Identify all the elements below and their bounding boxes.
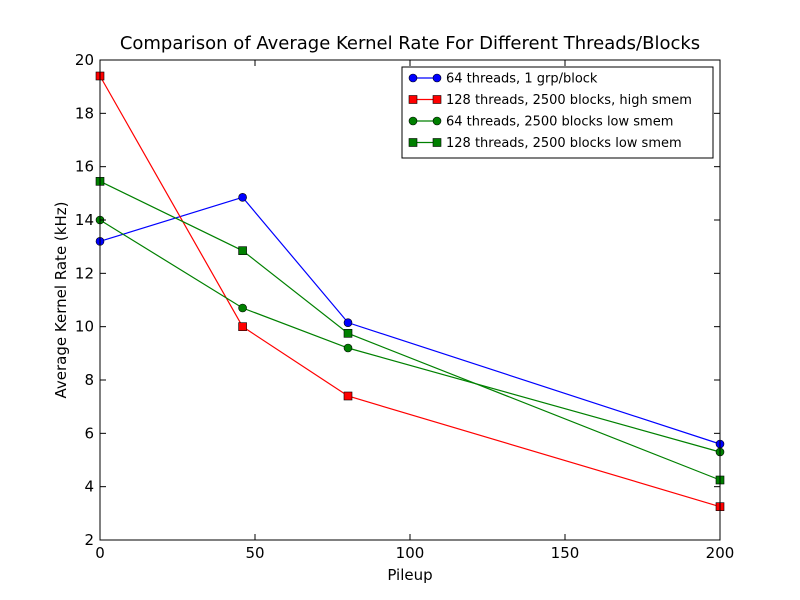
legend-entry: 128 threads, 2500 blocks, high smem <box>408 93 692 108</box>
series-1 <box>95 193 725 449</box>
x-tick-label: 150 <box>551 544 580 562</box>
data-point <box>238 322 247 331</box>
legend-entry: 64 threads, 1 grp/block <box>408 72 598 87</box>
x-tick-label: 200 <box>706 544 735 562</box>
y-tick-label: 16 <box>75 158 94 176</box>
data-point <box>343 343 353 353</box>
series-line <box>99 180 721 481</box>
data-point <box>238 193 247 202</box>
data-point <box>343 329 353 338</box>
data-point <box>238 246 247 255</box>
y-tick-label: 10 <box>75 318 94 336</box>
series-line <box>99 219 721 453</box>
y-tick-label: 18 <box>75 104 94 122</box>
data-point <box>238 303 247 313</box>
chart-title: Comparison of Average Kernel Rate For Di… <box>120 33 700 54</box>
y-tick-label: 14 <box>75 211 94 229</box>
legend-marker <box>432 95 442 104</box>
legend-box <box>401 66 714 159</box>
y-tick-label: 4 <box>84 478 94 496</box>
series-4 <box>95 177 725 485</box>
legend-label: 64 threads, 1 grp/block <box>446 72 598 87</box>
legend-label: 128 threads, 2500 blocks low smem <box>446 136 682 151</box>
data-point <box>343 318 353 327</box>
series-line <box>99 75 721 508</box>
legend-entry: 64 threads, 2500 blocks low smem <box>408 115 673 130</box>
legend: 64 threads, 1 grp/block 128 threads, 2500… <box>401 66 714 159</box>
x-axis-label: Pileup <box>387 566 432 584</box>
y-axis-label: Average Kernel Rate (kHz) <box>52 202 70 399</box>
legend-marker <box>408 73 418 83</box>
x-tick-label: 100 <box>396 544 425 562</box>
legend-marker <box>432 73 442 83</box>
x-tick-label: 50 <box>245 544 264 562</box>
legend-marker <box>408 95 418 104</box>
legend-marker <box>408 116 418 126</box>
axis-ticks: 0 50 100 150 200 2 4 6 8 10 12 14 16 18 20 <box>75 51 734 562</box>
series-line <box>99 196 721 445</box>
y-tick-label: 20 <box>75 51 94 69</box>
y-tick-label: 12 <box>75 264 94 282</box>
x-tick-label: 0 <box>95 544 105 562</box>
legend-marker <box>432 138 442 147</box>
plot-area <box>95 59 725 541</box>
series-3 <box>95 215 725 457</box>
y-tick-label: 2 <box>84 531 94 549</box>
legend-marker <box>408 138 418 147</box>
y-tick-label: 6 <box>84 424 94 442</box>
legend-entry: 128 threads, 2500 blocks low smem <box>408 136 682 151</box>
legend-label: 64 threads, 2500 blocks low smem <box>446 115 673 130</box>
y-tick-label: 8 <box>84 371 94 389</box>
legend-marker <box>432 116 442 126</box>
data-point <box>343 391 353 401</box>
legend-label: 128 threads, 2500 blocks, high smem <box>446 93 692 108</box>
